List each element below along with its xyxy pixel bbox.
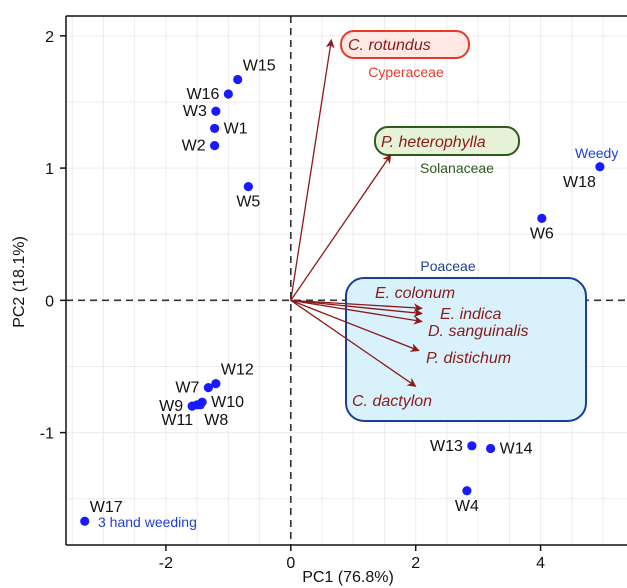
solanaceae-group: Solanaceae <box>374 126 520 176</box>
cyperaceae-group: Cyperaceae <box>340 30 470 80</box>
y-tick-label: 2 <box>45 29 54 46</box>
point-label: W11 <box>161 412 193 429</box>
x-tick-label: -2 <box>159 555 173 572</box>
observation-point <box>537 213 547 223</box>
observation-point <box>595 162 605 172</box>
point-label: W13 <box>430 438 463 455</box>
loading-arrow <box>290 299 423 318</box>
cyperaceae-box <box>340 30 470 59</box>
loading-label-e-colonum: E. colonum <box>375 285 455 302</box>
point-label: W10 <box>211 394 244 411</box>
loading-arrow <box>290 299 423 325</box>
loading-label-p-heterophylla: P. heterophylla <box>381 134 486 151</box>
y-tick-label: 1 <box>45 161 54 178</box>
observation-point <box>80 516 90 526</box>
observation-point <box>243 182 253 192</box>
observation-point <box>203 383 213 393</box>
solanaceae-family-label: Solanaceae <box>420 160 494 176</box>
loading-arrow <box>290 154 392 301</box>
weedy-annotation: Weedy <box>575 145 618 161</box>
observation-point <box>467 441 477 451</box>
point-label: W15 <box>243 57 276 74</box>
x-tick-label: 2 <box>411 555 420 572</box>
point-label: W4 <box>455 498 479 515</box>
observation-point <box>211 106 221 116</box>
point-label: W18 <box>563 174 596 191</box>
solanaceae-box <box>374 126 520 156</box>
observation-point <box>211 379 221 389</box>
poaceae-family-label: Poaceae <box>420 258 475 274</box>
loading-label-p-distichum: P. distichum <box>426 350 511 367</box>
loading-arrow <box>290 299 420 352</box>
point-label: W14 <box>500 440 533 457</box>
loading-label-c-rotundus: C. rotundus <box>348 37 431 54</box>
loading-arrows <box>290 38 423 387</box>
observation-point <box>210 141 220 151</box>
loading-label-e-indica: E. indica <box>440 306 501 323</box>
x-axis-title: PC1 (76.8%) <box>302 569 394 586</box>
observation-point <box>462 486 472 496</box>
point-label: W9 <box>159 398 183 415</box>
poaceae-group: Poaceae <box>345 258 587 422</box>
y-tick-label: -1 <box>40 426 54 443</box>
axis-ticks: -2 0 2 4 -1 0 1 2 <box>40 29 545 572</box>
poaceae-box <box>345 277 587 422</box>
cyperaceae-family-label: Cyperaceae <box>368 64 444 80</box>
hand-weeding-annotation: 3 hand weeding <box>98 514 197 530</box>
point-label: W17 <box>90 499 123 516</box>
x-tick-label: 0 <box>286 555 295 572</box>
observation-point <box>195 400 205 410</box>
observation-point <box>486 443 496 454</box>
observation-point <box>210 123 220 134</box>
point-label: W6 <box>530 225 554 242</box>
observation-point <box>223 89 233 99</box>
loading-label-c-dactylon: C. dactylon <box>352 393 432 410</box>
loading-labels: C. rotundus P. heterophylla E. colonum E… <box>348 37 529 410</box>
point-label: W5 <box>236 194 260 211</box>
point-label: W12 <box>221 362 254 379</box>
point-label: W3 <box>183 103 207 120</box>
loading-arrow <box>290 38 335 301</box>
point-label: W8 <box>204 412 228 429</box>
loading-label-d-sanguinalis: D. sanguinalis <box>428 323 529 340</box>
point-label: W1 <box>224 120 248 137</box>
loading-arrow <box>290 299 423 313</box>
loading-arrow <box>290 299 417 387</box>
y-axis-title: PC2 (18.1%) <box>11 236 28 328</box>
x-tick-label: 4 <box>536 555 545 572</box>
point-label: W16 <box>186 86 219 103</box>
point-label: W7 <box>175 380 199 397</box>
y-tick-label: 0 <box>45 293 54 310</box>
observation-point <box>233 74 243 85</box>
point-label: W2 <box>182 138 206 155</box>
